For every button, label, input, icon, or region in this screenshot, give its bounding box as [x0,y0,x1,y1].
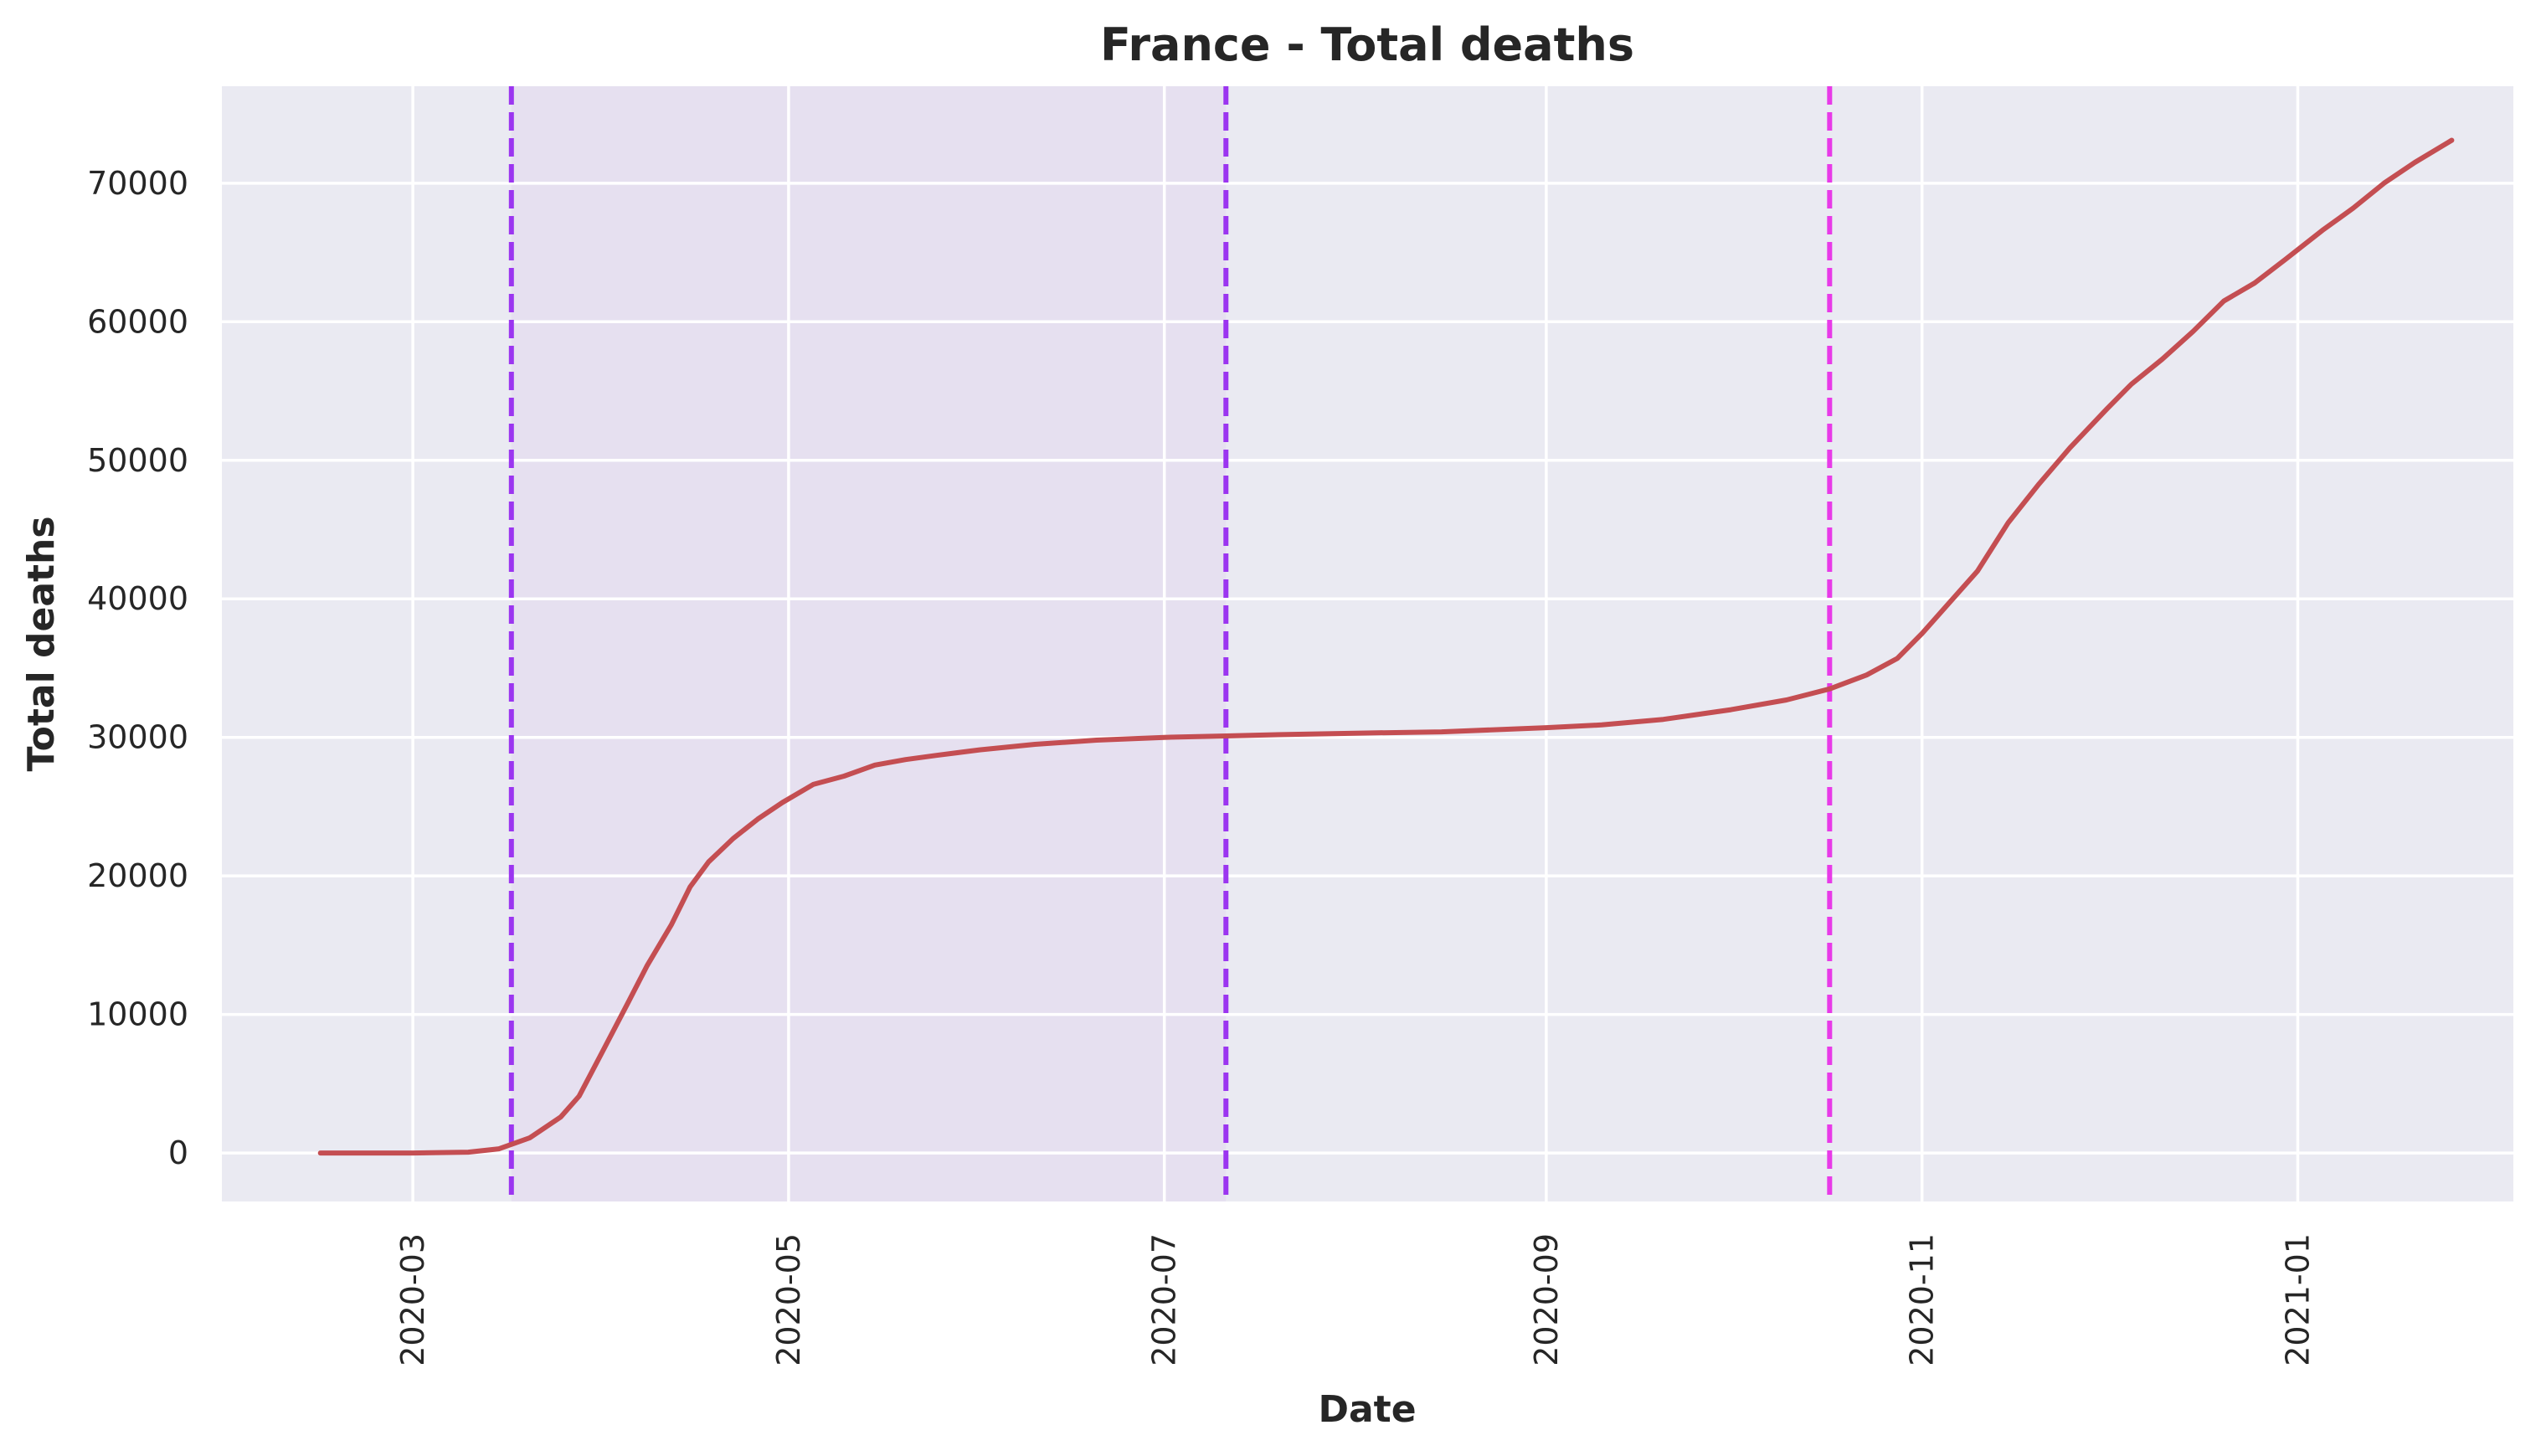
y-tick-label: 30000 [87,719,188,756]
total-deaths-line [317,137,2455,1156]
y-tick-label: 60000 [87,303,188,340]
y-tick-label: 10000 [87,996,188,1033]
x-tick-label: 2020-09 [1528,1233,1565,1366]
y-axis-label: Total deaths [20,516,63,771]
y-tick-label: 20000 [87,857,188,894]
y-tick-label: 50000 [87,442,188,479]
x-tick-label: 2020-11 [1904,1233,1941,1366]
y-tick-label: 0 [168,1134,188,1171]
x-axis-label: Date [1318,1388,1416,1431]
y-tick-label: 70000 [87,165,188,202]
chart-title: France - Total deaths [1100,18,1634,71]
x-tick-label: 2021-01 [2279,1233,2316,1366]
lockdown-shaded-region [511,86,1227,1201]
x-tick-label: 2020-05 [770,1233,807,1366]
x-tick-label: 2020-07 [1146,1233,1183,1366]
y-tick-label: 40000 [87,580,188,617]
x-tick-label: 2020-03 [394,1233,431,1366]
